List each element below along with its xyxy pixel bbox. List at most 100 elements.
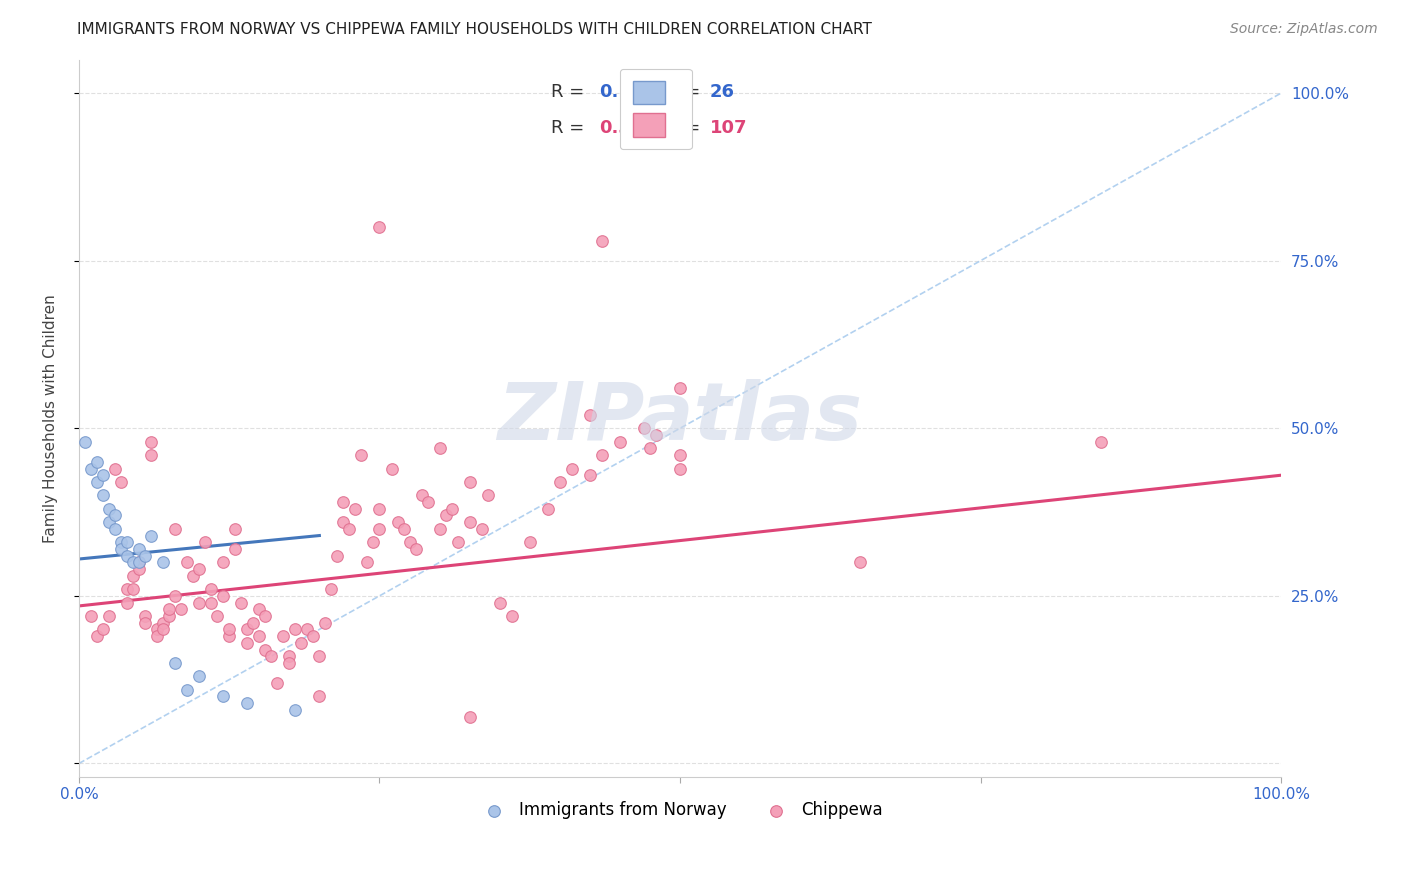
Point <box>115 535 138 549</box>
Point <box>284 703 307 717</box>
Point <box>152 555 174 569</box>
Point <box>110 541 132 556</box>
Point <box>128 555 150 569</box>
Point <box>247 629 270 643</box>
Text: IMMIGRANTS FROM NORWAY VS CHIPPEWA FAMILY HOUSEHOLDS WITH CHILDREN CORRELATION C: IMMIGRANTS FROM NORWAY VS CHIPPEWA FAMIL… <box>77 22 872 37</box>
Point <box>104 508 127 523</box>
Point <box>429 442 451 456</box>
Point <box>356 555 378 569</box>
Point <box>321 582 343 597</box>
Point <box>134 615 156 630</box>
Point <box>446 535 468 549</box>
Point <box>236 623 259 637</box>
Point <box>86 629 108 643</box>
Point <box>458 515 481 529</box>
Point <box>458 475 481 489</box>
Point <box>80 609 103 624</box>
Point <box>434 508 457 523</box>
Point <box>98 609 121 624</box>
Point <box>200 582 222 597</box>
Text: 0.383: 0.383 <box>599 119 657 136</box>
Point <box>115 582 138 597</box>
Point <box>458 709 481 723</box>
Point <box>645 428 668 442</box>
Text: N =: N = <box>665 83 700 101</box>
Point <box>181 568 204 582</box>
Point <box>488 596 510 610</box>
Point <box>260 649 283 664</box>
Point <box>332 515 354 529</box>
Point <box>176 682 198 697</box>
Point <box>314 615 336 630</box>
Point <box>344 501 367 516</box>
Point <box>157 602 180 616</box>
Point <box>139 434 162 449</box>
Point <box>429 522 451 536</box>
Point <box>218 623 240 637</box>
Point <box>591 448 613 462</box>
Point <box>254 642 277 657</box>
Point <box>326 549 349 563</box>
Point <box>278 656 301 670</box>
Point <box>247 602 270 616</box>
Point <box>548 475 571 489</box>
Point <box>205 609 228 624</box>
Point <box>165 522 187 536</box>
Point <box>273 629 295 643</box>
Point <box>212 690 235 704</box>
Text: 26: 26 <box>710 83 735 101</box>
Point <box>122 582 145 597</box>
Point <box>128 555 150 569</box>
Point <box>405 541 427 556</box>
Point <box>212 589 235 603</box>
Point <box>501 609 523 624</box>
Text: R =: R = <box>551 83 585 101</box>
Point <box>440 501 463 516</box>
Point <box>224 522 246 536</box>
Point <box>519 535 541 549</box>
Point <box>363 535 385 549</box>
Point <box>91 623 114 637</box>
Point <box>308 649 330 664</box>
Point <box>194 535 217 549</box>
Point <box>416 495 439 509</box>
Point <box>86 475 108 489</box>
Text: R =: R = <box>551 119 585 136</box>
Point <box>176 555 198 569</box>
Point <box>471 522 494 536</box>
Point <box>669 461 692 475</box>
Point <box>387 515 409 529</box>
Point <box>339 522 361 536</box>
Point <box>308 690 330 704</box>
Point <box>302 629 325 643</box>
Point <box>579 408 602 422</box>
Point <box>236 696 259 710</box>
Point <box>146 629 169 643</box>
Text: 0.118: 0.118 <box>599 83 657 101</box>
Point <box>165 589 187 603</box>
Point <box>638 442 661 456</box>
Point <box>139 448 162 462</box>
Point <box>633 421 655 435</box>
Point <box>591 234 613 248</box>
Point <box>104 522 127 536</box>
Point <box>669 448 692 462</box>
Legend: Immigrants from Norway, Chippewa: Immigrants from Norway, Chippewa <box>471 795 890 826</box>
Point <box>411 488 433 502</box>
Point <box>332 495 354 509</box>
Point <box>188 596 211 610</box>
Point <box>579 468 602 483</box>
Point <box>128 562 150 576</box>
Point <box>537 501 560 516</box>
Point <box>115 596 138 610</box>
Point <box>368 501 391 516</box>
Point <box>134 549 156 563</box>
Point <box>86 455 108 469</box>
Point <box>254 609 277 624</box>
Point <box>368 522 391 536</box>
Point <box>849 555 872 569</box>
Point <box>380 461 402 475</box>
Point <box>231 596 253 610</box>
Point <box>104 461 127 475</box>
Point <box>368 220 391 235</box>
